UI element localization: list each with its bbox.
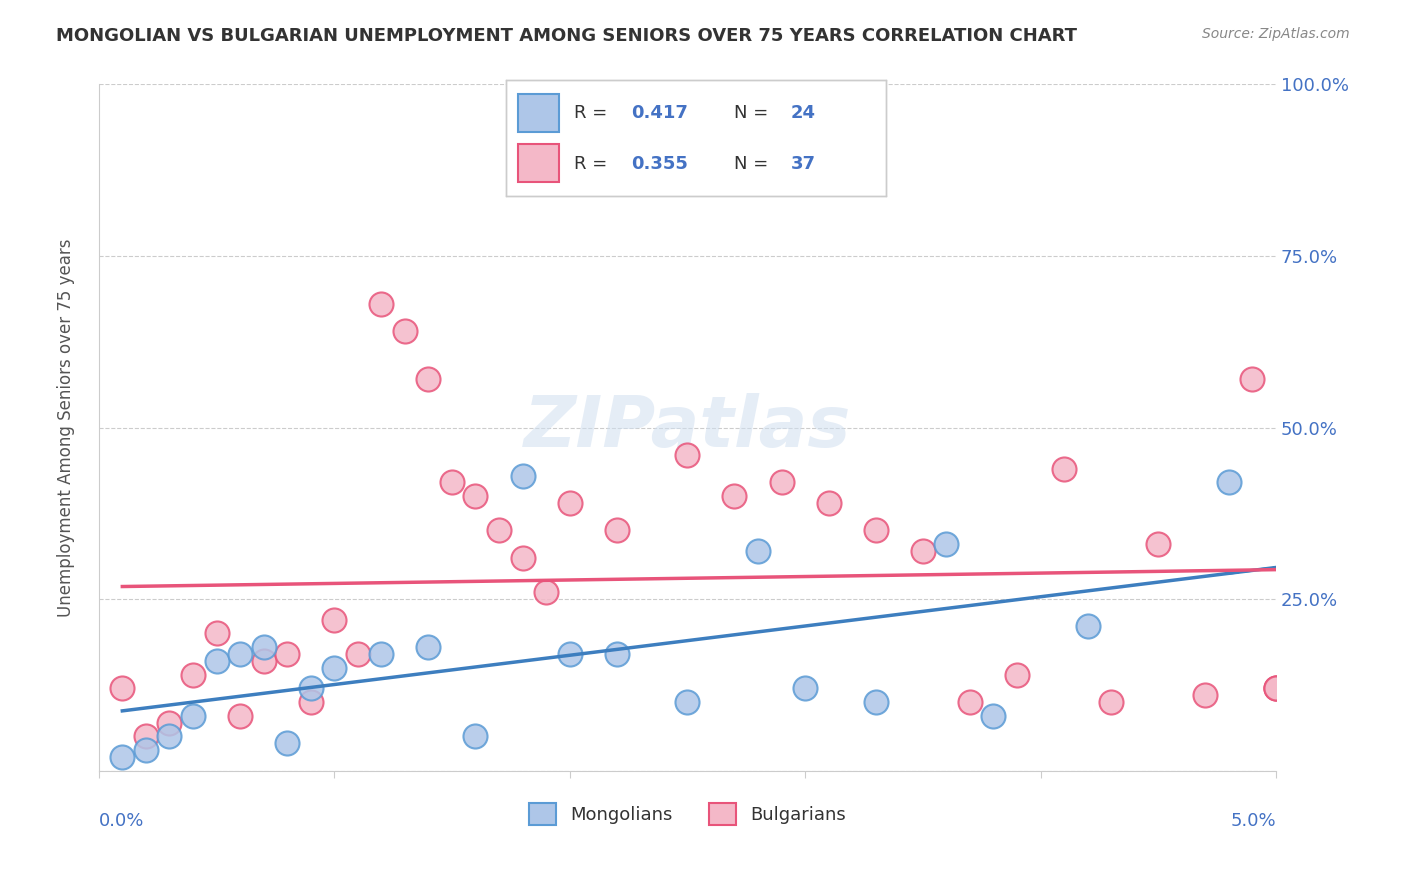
- Mongolians: [747, 544, 769, 558]
- Text: N =: N =: [734, 155, 773, 173]
- Bulgarians: [111, 681, 134, 696]
- Bulgarians: [418, 372, 440, 386]
- Mongolians: [418, 640, 440, 654]
- Bulgarians: [157, 715, 180, 730]
- Mongolians: [252, 640, 274, 654]
- Mongolians: [1077, 619, 1099, 633]
- Mongolians: [676, 695, 699, 709]
- Bulgarians: [205, 626, 228, 640]
- Bulgarians: [299, 695, 322, 709]
- Legend: Mongolians, Bulgarians: Mongolians, Bulgarians: [522, 796, 853, 832]
- Mongolians: [865, 695, 887, 709]
- Mongolians: [276, 736, 298, 750]
- Bulgarians: [181, 667, 204, 681]
- Mongolians: [558, 647, 581, 661]
- Text: ZIPatlas: ZIPatlas: [523, 393, 851, 462]
- Mongolians: [111, 749, 134, 764]
- Mongolians: [512, 468, 534, 483]
- Mongolians: [229, 647, 252, 661]
- Mongolians: [794, 681, 817, 696]
- Bulgarians: [394, 325, 416, 339]
- Bulgarians: [1241, 372, 1264, 386]
- Text: 37: 37: [790, 155, 815, 173]
- Mongolians: [935, 537, 957, 551]
- Text: Source: ZipAtlas.com: Source: ZipAtlas.com: [1202, 27, 1350, 41]
- Mongolians: [464, 729, 486, 743]
- Mongolians: [370, 647, 392, 661]
- Mongolians: [135, 743, 157, 757]
- Mongolians: [181, 708, 204, 723]
- Text: 0.417: 0.417: [631, 103, 689, 121]
- Mongolians: [299, 681, 322, 696]
- Bulgarians: [911, 544, 934, 558]
- Text: 5.0%: 5.0%: [1230, 812, 1277, 830]
- Mongolians: [1218, 475, 1240, 490]
- Y-axis label: Unemployment Among Seniors over 75 years: Unemployment Among Seniors over 75 years: [58, 238, 75, 616]
- Bulgarians: [488, 524, 510, 538]
- Text: MONGOLIAN VS BULGARIAN UNEMPLOYMENT AMONG SENIORS OVER 75 YEARS CORRELATION CHAR: MONGOLIAN VS BULGARIAN UNEMPLOYMENT AMON…: [56, 27, 1077, 45]
- Text: N =: N =: [734, 103, 773, 121]
- Text: 0.0%: 0.0%: [98, 812, 145, 830]
- Bulgarians: [534, 585, 557, 599]
- Mongolians: [157, 729, 180, 743]
- Bulgarians: [135, 729, 157, 743]
- FancyBboxPatch shape: [517, 95, 560, 132]
- Bulgarians: [1265, 681, 1288, 696]
- Bulgarians: [1265, 681, 1288, 696]
- Bulgarians: [1147, 537, 1170, 551]
- Mongolians: [323, 661, 346, 675]
- Bulgarians: [346, 647, 368, 661]
- Bulgarians: [464, 489, 486, 503]
- Bulgarians: [1265, 681, 1288, 696]
- Text: 24: 24: [790, 103, 815, 121]
- Bulgarians: [323, 613, 346, 627]
- Bulgarians: [1053, 461, 1076, 475]
- Bulgarians: [512, 550, 534, 565]
- Bulgarians: [440, 475, 463, 490]
- Bulgarians: [865, 524, 887, 538]
- Bulgarians: [558, 496, 581, 510]
- Bulgarians: [676, 448, 699, 462]
- Text: R =: R =: [575, 155, 613, 173]
- Bulgarians: [1194, 688, 1216, 702]
- Text: R =: R =: [575, 103, 613, 121]
- Bulgarians: [770, 475, 793, 490]
- FancyBboxPatch shape: [517, 144, 560, 182]
- Bulgarians: [606, 524, 628, 538]
- Mongolians: [606, 647, 628, 661]
- Mongolians: [205, 654, 228, 668]
- Bulgarians: [252, 654, 274, 668]
- Bulgarians: [370, 297, 392, 311]
- Bulgarians: [1005, 667, 1028, 681]
- Bulgarians: [276, 647, 298, 661]
- Bulgarians: [959, 695, 981, 709]
- Text: 0.355: 0.355: [631, 155, 689, 173]
- Bulgarians: [817, 496, 839, 510]
- Mongolians: [983, 708, 1005, 723]
- Bulgarians: [723, 489, 745, 503]
- Bulgarians: [229, 708, 252, 723]
- Bulgarians: [1099, 695, 1122, 709]
